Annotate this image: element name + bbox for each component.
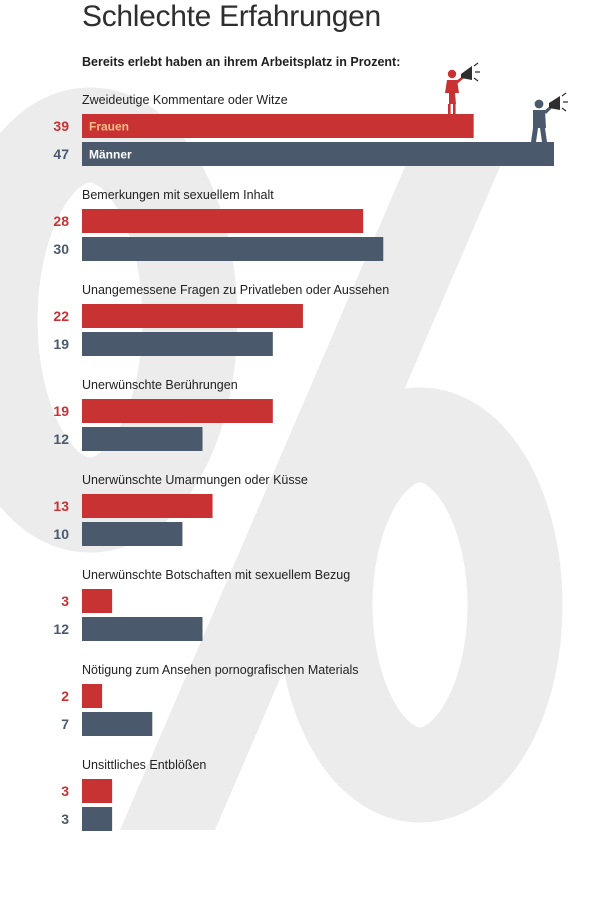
value-label-frauen: 3 xyxy=(61,783,69,799)
bar-frauen xyxy=(82,779,113,803)
category-label: Unsittliches Entblößen xyxy=(82,758,206,772)
value-label-maenner: 12 xyxy=(53,431,69,447)
value-label-frauen: 3 xyxy=(61,593,69,609)
bar-maenner xyxy=(82,332,273,356)
megaphone-woman-icon xyxy=(445,62,480,115)
category-label: Nötigung zum Ansehen pornografischen Mat… xyxy=(82,663,359,677)
category-label: Zweideutige Kommentare oder Witze xyxy=(82,93,288,107)
bar-maenner xyxy=(82,807,113,831)
bar-maenner xyxy=(82,142,554,166)
bar-maenner xyxy=(82,712,153,736)
chart-title: Schlechte Erfahrungen xyxy=(82,0,381,33)
category-label: Unerwünschte Botschaften mit sexuellem B… xyxy=(82,568,350,582)
value-label-maenner: 12 xyxy=(53,621,69,637)
bar-frauen xyxy=(82,304,303,328)
megaphone-man-icon xyxy=(531,92,568,142)
value-label-frauen: 39 xyxy=(53,118,69,134)
category-label: Unerwünschte Umarmungen oder Küsse xyxy=(82,473,308,487)
value-label-frauen: 22 xyxy=(53,308,69,324)
value-label-maenner: 7 xyxy=(61,716,69,732)
value-label-maenner: 10 xyxy=(53,526,69,542)
bar-maenner xyxy=(82,522,183,546)
legend-label-maenner: Männer xyxy=(89,148,132,162)
bar-frauen xyxy=(82,114,474,138)
bar-frauen xyxy=(82,399,273,423)
value-label-maenner: 30 xyxy=(53,241,69,257)
value-label-maenner: 3 xyxy=(61,811,69,827)
bar-frauen xyxy=(82,494,213,518)
value-label-frauen: 2 xyxy=(61,688,69,704)
bar-frauen xyxy=(82,209,364,233)
bar-maenner xyxy=(82,427,203,451)
bar-maenner xyxy=(82,237,384,261)
category-label: Bemerkungen mit sexuellem Inhalt xyxy=(82,188,274,202)
bars-layer: Zweideutige Kommentare oder Witze 39 47 Fra… xyxy=(53,93,554,831)
bar-frauen xyxy=(82,684,103,708)
bar-maenner xyxy=(82,617,203,641)
value-label-frauen: 28 xyxy=(53,213,69,229)
value-label-frauen: 19 xyxy=(53,403,69,419)
category-label: Unerwünschte Berührungen xyxy=(82,378,238,392)
category-label: Unangemessene Fragen zu Privatleben oder… xyxy=(82,283,389,297)
value-label-frauen: 13 xyxy=(53,498,69,514)
percent-lower-circle xyxy=(277,387,563,823)
value-label-maenner: 19 xyxy=(53,336,69,352)
value-label-maenner: 47 xyxy=(53,146,69,162)
chart-subtitle: Bereits erlebt haben an ihrem Arbeitspla… xyxy=(82,55,401,69)
icons-layer xyxy=(445,62,568,142)
bar-frauen xyxy=(82,589,113,613)
legend-label-frauen: Frauen xyxy=(89,120,129,134)
